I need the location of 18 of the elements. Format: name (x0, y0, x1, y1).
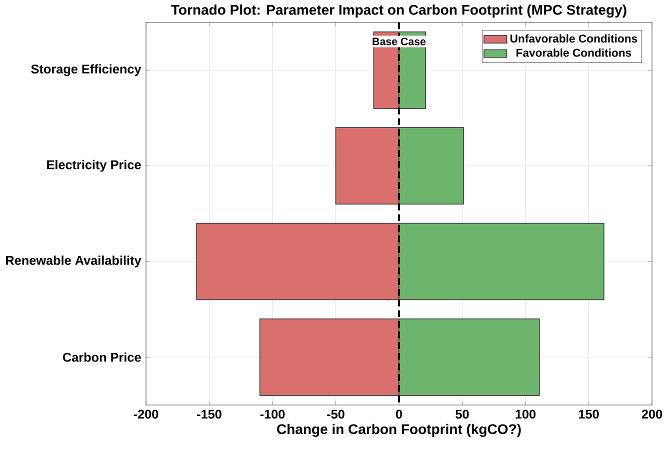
y-tick-label: Renewable Availability (6, 256, 142, 268)
x-tick-label: -100 (260, 410, 285, 419)
ref-line-label: Base Case (372, 38, 426, 46)
x-tick-label: -50 (327, 410, 344, 419)
y-tick-label: Electricity Price (47, 160, 141, 172)
x-axis-title: Change in Carbon Footprint (kgCO?) (277, 424, 521, 437)
y-tick-label: Carbon Price (62, 352, 141, 362)
chart-title: Tornado Plot: Parameter Impact on Carbon Footprint (MPC Strategy) (171, 4, 626, 18)
legend-label: Unfavorable Conditions (510, 34, 638, 43)
x-tick-label: -200 (134, 410, 158, 419)
x-tick-label: 200 (642, 410, 662, 419)
x-tick-label: -150 (197, 410, 222, 419)
x-tick-label: 50 (456, 410, 469, 419)
x-tick-label: 0 (396, 410, 402, 419)
x-tick-label: 100 (516, 410, 536, 419)
y-tick-label: Storage Efficiency (31, 64, 142, 76)
x-tick-label: 150 (578, 410, 599, 419)
legend-label: Favorable Conditions (516, 48, 632, 57)
